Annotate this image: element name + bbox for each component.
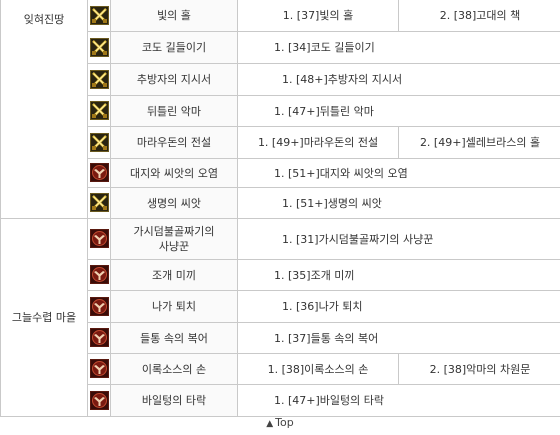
quest-step-1: 1. [51+]생명의 씨앗 — [237, 186, 560, 219]
quest-icon-cell — [87, 30, 111, 64]
quest-icon-cell — [87, 125, 111, 159]
quest-chain-name: 나가 퇴치 — [110, 289, 238, 323]
horde-emblem-icon — [89, 163, 109, 182]
table-row: 뒤틀린 악마 1. [47+]뒤틀린 악마 — [1, 94, 560, 127]
horde-emblem-icon — [89, 328, 109, 347]
quest-chain-name: 가시덤불골짜기의 사냥꾼 — [110, 217, 238, 260]
quest-chain-name: 생명의 씨앗 — [110, 186, 238, 219]
crossed-swords-icon — [89, 37, 109, 57]
quest-chain-name: 빛의 홀 — [110, 0, 238, 32]
quest-chain-name: 이록소스의 손 — [110, 352, 238, 385]
quest-chain-name: 들통 속의 복어 — [110, 321, 238, 354]
quest-step-2: 2. [38]고대의 책 — [398, 0, 560, 32]
quest-step-1: 1. [31]가시덤불골짜기의 사냥꾼 — [237, 217, 560, 260]
horde-emblem-icon — [89, 296, 109, 316]
crossed-swords-icon — [89, 193, 109, 212]
table-row: 잊혀진땅 빛의 홀 1. [37]빛의 홀 2. [38]고대의 책 — [0, 0, 560, 219]
quest-icon-cell — [87, 157, 111, 188]
table-row: 생명의 씨앗 1. [51+]생명의 씨앗 — [1, 186, 560, 219]
quest-step-1: 1. [47+]뒤틀린 악마 — [237, 94, 560, 127]
table-row: 이록소스의 손 1. [38]이록소스의 손 2. [38]악마의 차원문 — [1, 352, 560, 385]
crossed-swords-icon — [89, 69, 109, 89]
crossed-swords-icon — [89, 132, 109, 152]
table-row: 마라우돈의 전설 1. [49+]마라우돈의 전설 2. [49+]셀레브라스의 홀 — [1, 125, 560, 159]
quest-chain-name: 바일텅의 타락 — [110, 383, 238, 417]
table-row: 바일텅의 타락 1. [47+]바일텅의 타락 — [1, 383, 560, 417]
quest-step-2: 2. [49+]셀레브라스의 홀 — [398, 125, 560, 159]
quest-icon-cell — [87, 217, 111, 260]
quest-icon-cell — [87, 62, 111, 96]
quest-chain-name: 대지와 씨앗의 오염 — [110, 157, 238, 188]
quest-chain-name: 마라우돈의 전설 — [110, 125, 238, 159]
quest-icon-cell — [87, 186, 111, 219]
quest-step-1: 1. [38]이록소스의 손 — [237, 352, 399, 385]
crossed-swords-icon — [89, 101, 109, 120]
table-row: 조개 미끼 1. [35]조개 미끼 — [1, 258, 560, 291]
quest-icon-cell — [87, 289, 111, 323]
quest-step-1: 1. [47+]바일텅의 타락 — [237, 383, 560, 417]
quest-step-1: 1. [34]코도 길들이기 — [237, 30, 560, 64]
quest-icon-cell — [87, 94, 111, 127]
quest-step-2: 2. [38]악마의 차원문 — [398, 352, 560, 385]
quest-icon-cell — [87, 383, 111, 417]
quest-icon-cell — [87, 258, 111, 291]
top-link[interactable]: ▲ Top — [0, 416, 560, 429]
quest-chain-name: 추방자의 지시서 — [110, 62, 238, 96]
quest-icon-cell — [87, 352, 111, 385]
table-row: 추방자의 지시서 1. [48+]추방자의 지시서 — [1, 62, 560, 96]
horde-emblem-icon — [89, 229, 109, 248]
quest-icon-cell — [87, 0, 111, 32]
region-name: 잊혀진땅 — [0, 0, 88, 219]
quest-step-1: 1. [37]들통 속의 복어 — [237, 321, 560, 354]
top-link-label: Top — [275, 416, 294, 429]
quest-step-1: 1. [48+]추방자의 지시서 — [237, 62, 560, 96]
quest-step-1: 1. [35]조개 미끼 — [237, 258, 560, 291]
up-arrow-icon: ▲ — [266, 419, 274, 429]
quest-icon-cell — [87, 321, 111, 354]
quest-step-1: 1. [37]빛의 홀 — [237, 0, 399, 32]
horde-emblem-icon — [89, 359, 109, 378]
horde-emblem-icon — [89, 390, 109, 410]
quest-chain-name: 뒤틀린 악마 — [110, 94, 238, 127]
table-row: 그늘수렵 마을 가시덤불골짜기의 사냥꾼 1. [31]가시덤불골짜기의 사냥꾼 — [0, 217, 560, 417]
quest-step-1: 1. [49+]마라우돈의 전설 — [237, 125, 399, 159]
quest-step-1: 1. [36]나가 퇴치 — [237, 289, 560, 323]
quest-table: 잊혀진땅 빛의 홀 1. [37]빛의 홀 2. [38]고대의 책 코도 길들이기… — [0, 0, 560, 417]
quest-table-body: 잊혀진땅 빛의 홀 1. [37]빛의 홀 2. [38]고대의 책 코도 길들이기… — [0, 0, 560, 417]
horde-emblem-icon — [89, 265, 109, 284]
quest-chain-name: 코도 길들이기 — [110, 30, 238, 64]
crossed-swords-icon — [89, 5, 109, 25]
region-name: 그늘수렵 마을 — [0, 217, 88, 417]
quest-step-1: 1. [51+]대지와 씨앗의 오염 — [237, 157, 560, 188]
quest-chain-name: 조개 미끼 — [110, 258, 238, 291]
